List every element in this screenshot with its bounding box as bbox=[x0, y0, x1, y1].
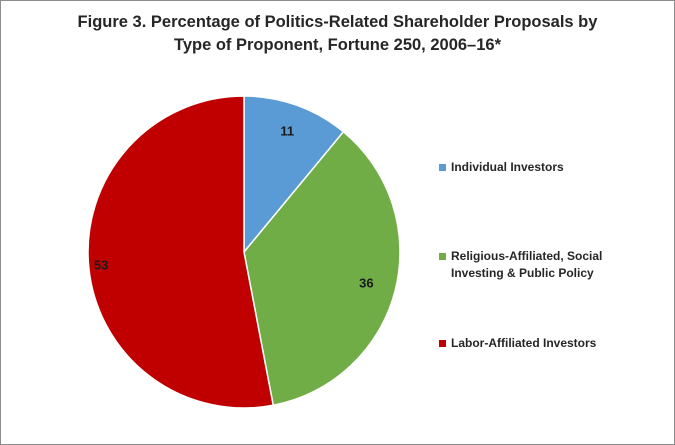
chart-title-line-2: Type of Proponent, Fortune 250, 2006–16* bbox=[173, 36, 502, 54]
pie-slice-labor-affiliated bbox=[87, 95, 275, 409]
legend-swatch-religious-affiliated bbox=[439, 253, 446, 260]
legend-swatch-individual-investors bbox=[439, 164, 446, 171]
chart-title-line-1: Figure 3. Percentage of Politics-Related… bbox=[77, 13, 598, 31]
legend-label-religious-affiliated: Religious-Affiliated, Social Investing &… bbox=[451, 249, 603, 280]
data-label-labor-affiliated: 53 bbox=[94, 258, 108, 273]
legend-swatch-labor-affiliated bbox=[439, 340, 446, 347]
data-label-individual-investors: 11 bbox=[280, 124, 294, 139]
legend-label-individual-investors: Individual Investors bbox=[451, 160, 564, 174]
pie-slice-religious-affiliated bbox=[243, 130, 401, 407]
legend-label-labor-affiliated: Labor-Affiliated Investors bbox=[451, 336, 597, 350]
chart-title: Figure 3. Percentage of Politics-Related… bbox=[1, 11, 674, 57]
data-label-religious-affiliated: 36 bbox=[359, 275, 373, 290]
pie-slice-individual-investors bbox=[243, 95, 345, 255]
